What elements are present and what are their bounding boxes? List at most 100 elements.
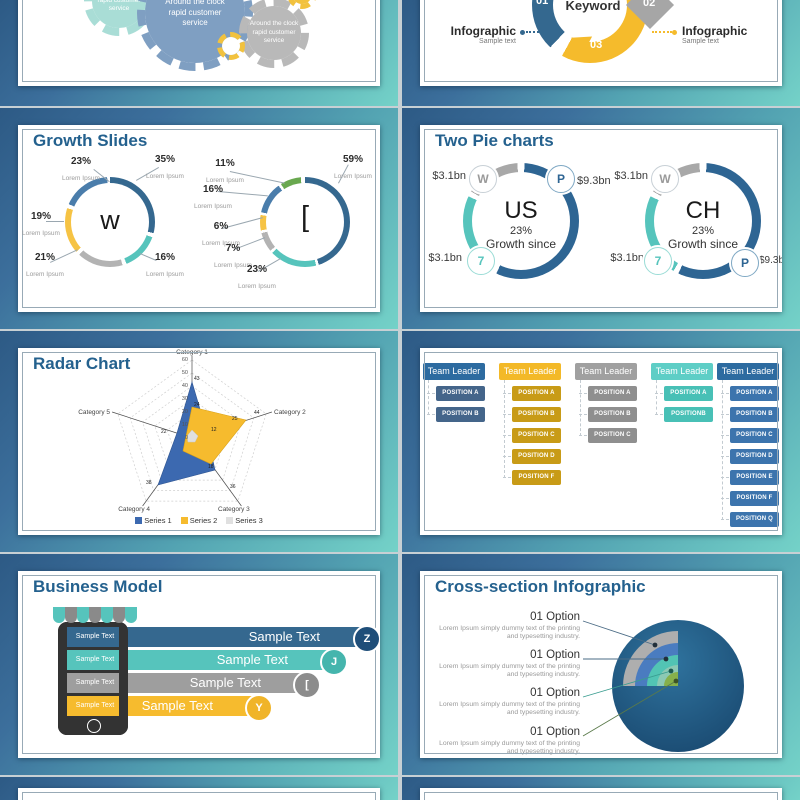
- org-leader: Team Leader: [575, 363, 637, 380]
- badge-7: 7: [467, 247, 495, 275]
- option-heading: 01 Option: [530, 687, 580, 699]
- awning-scallops: [53, 611, 137, 623]
- slide-thumb-keyword[interactable]: Keyword 01 02 03 Infographic Sample text…: [402, 0, 800, 106]
- org-column-5: Team Leader POSITION A POSITION B POSITI…: [717, 363, 779, 527]
- badge-p: P: [547, 165, 575, 193]
- option-body: Lorem Ipsum simply dummy text of the pri…: [439, 701, 580, 717]
- money-label: $3.1bn: [610, 252, 644, 264]
- gear-gray: Around the clock rapid customer service: [239, 0, 309, 68]
- bar-left-label: Sample Text: [75, 702, 115, 709]
- slide-title: Radar Chart: [33, 354, 131, 373]
- radar-point-label: 44: [254, 410, 260, 416]
- badge-w: W: [651, 165, 679, 193]
- keyword-left-dot: [520, 30, 525, 35]
- org-column-1: Team Leader POSITION A POSITION B: [423, 363, 485, 422]
- option-heading: 01 Option: [530, 726, 580, 738]
- slide-thumb-twopie[interactable]: Two Pie charts US 23% Growth since W P 7…: [402, 108, 800, 329]
- slide-cross-section: Cross-section Infographic: [420, 571, 782, 758]
- radar-point-label: 25: [232, 416, 238, 422]
- org-position: POSITION D: [503, 449, 561, 464]
- slide-thumb-orgchart[interactable]: Team Leader POSITION A POSITION B Team L…: [402, 331, 800, 552]
- bar-right-label: Sample Text: [216, 652, 288, 667]
- slide-thumb-next-right[interactable]: [402, 777, 800, 800]
- radar-category: Category 2: [274, 409, 306, 416]
- keyword-left-line: [526, 31, 546, 33]
- radar-point-label: 24: [194, 402, 200, 408]
- donut-1-label: 16% Lorem Ipsum: [146, 252, 184, 278]
- bar-badge-y: Y: [245, 694, 273, 722]
- org-position: POSITION Q: [721, 512, 779, 527]
- keyword-right-dot: [672, 30, 677, 35]
- donut-2-label: 6% Lorem Ipsum: [202, 221, 240, 247]
- org-position: POSITION A: [427, 386, 485, 401]
- cross-section-sphere: [582, 620, 744, 752]
- option-body: Lorem Ipsum simply dummy text of the pri…: [439, 625, 580, 641]
- org-position: POSITION A: [655, 386, 713, 401]
- org-position: POSITION A: [579, 386, 637, 401]
- ring-ch-center: CH 23% Growth since: [667, 197, 739, 251]
- slide-gears: Around the clock rapid customer service …: [18, 0, 380, 86]
- slide-growth: Growth Slides w [ 23% Lorem Ipsum 35% Lore…: [18, 125, 380, 312]
- slide-next-right: [420, 788, 782, 800]
- bar-2: Sample Text Sample Text: [67, 650, 328, 670]
- gear-text: Around the clock rapid customer service: [165, 0, 225, 28]
- keyword-left-label: Infographic Sample text: [450, 24, 516, 45]
- bar-badge-z: Z: [353, 625, 380, 653]
- org-position: POSITIONB: [655, 407, 713, 422]
- keyword-step-1: 01: [536, 0, 549, 7]
- donut-chart-1: [65, 177, 155, 267]
- slide-title: Two Pie charts: [435, 131, 554, 150]
- radar-tick: 30: [181, 396, 188, 402]
- donut-1-center-glyph: w: [100, 205, 120, 235]
- org-position: POSITION B: [721, 407, 779, 422]
- slide-thumb-growth[interactable]: Growth Slides w [ 23% Lorem Ipsum 35% Lore…: [0, 108, 398, 329]
- org-column-2: Team Leader POSITION A POSITION B POSITI…: [499, 363, 561, 485]
- slide-thumb-radar[interactable]: Radar Chart 60 50 40 30: [0, 331, 398, 552]
- bar-4: Sample Text Sample Text: [67, 696, 253, 716]
- donut-1-label: 19% Lorem Ipsum: [22, 211, 60, 237]
- keyword-step-3: 03: [590, 39, 603, 51]
- donut-1-label: 35% Lorem Ipsum: [146, 154, 184, 180]
- donut-2-label: 59% Lorem Ipsum: [334, 154, 372, 180]
- org-leader: Team Leader: [651, 363, 713, 380]
- slide-radar: Radar Chart 60 50 40 30: [18, 348, 380, 535]
- org-position: POSITION F: [721, 491, 779, 506]
- radar-tick: 20: [181, 409, 188, 415]
- org-position: POSITION A: [721, 386, 779, 401]
- donut-2-label: 11% Lorem Ipsum: [206, 158, 244, 184]
- money-label: $9.3bn: [577, 175, 611, 187]
- org-position: POSITION E: [721, 470, 779, 485]
- slide-thumb-next-left[interactable]: [0, 777, 398, 800]
- gear-yellow-small: [217, 32, 245, 60]
- money-label: $9.3bn: [759, 255, 782, 266]
- bar-badge-bracket: [: [293, 671, 321, 699]
- gear-text: Around the clock rapid customer service: [249, 20, 299, 45]
- slide-thumb-cross-section[interactable]: Cross-section Infographic: [402, 554, 800, 775]
- badge-p: P: [731, 249, 759, 277]
- org-position: POSITION F: [503, 470, 561, 485]
- donut-2-label: 7% Lorem Ipsum: [214, 243, 252, 269]
- radar-category: Category 5: [78, 409, 110, 416]
- slide-twopie: Two Pie charts US 23% Growth since W P 7…: [420, 125, 782, 312]
- slide-next-left: [18, 788, 380, 800]
- keyword-right-line: [652, 31, 672, 33]
- org-position: POSITION C: [579, 428, 637, 443]
- slide-thumb-gears[interactable]: Around the clock rapid customer service …: [0, 0, 398, 106]
- slide-thumb-business[interactable]: Business Model Sample Text Sample Text Z…: [0, 554, 398, 775]
- donut-chart-2: [260, 177, 350, 267]
- org-position: POSITION A: [503, 386, 561, 401]
- phone-left-bezel: [58, 622, 67, 735]
- radar-category: Category 1: [176, 349, 208, 356]
- radar-point-label: 38: [146, 480, 152, 486]
- keyword-right-label: Infographic Sample text: [682, 24, 748, 45]
- money-label: $3.1bn: [432, 170, 466, 182]
- bar-left-label: Sample Text: [75, 656, 115, 663]
- radar-tick: 10: [181, 422, 188, 428]
- slide-title: Cross-section Infographic: [435, 577, 646, 596]
- money-label: $3.1bn: [614, 170, 648, 182]
- radar-point-label: 18: [208, 464, 214, 470]
- bar-right-label: Sample Text: [189, 675, 261, 690]
- radar-point-label: 22: [161, 429, 167, 435]
- slide-title: Business Model: [33, 577, 163, 596]
- bar-3: Sample Text Sample Text: [67, 673, 301, 693]
